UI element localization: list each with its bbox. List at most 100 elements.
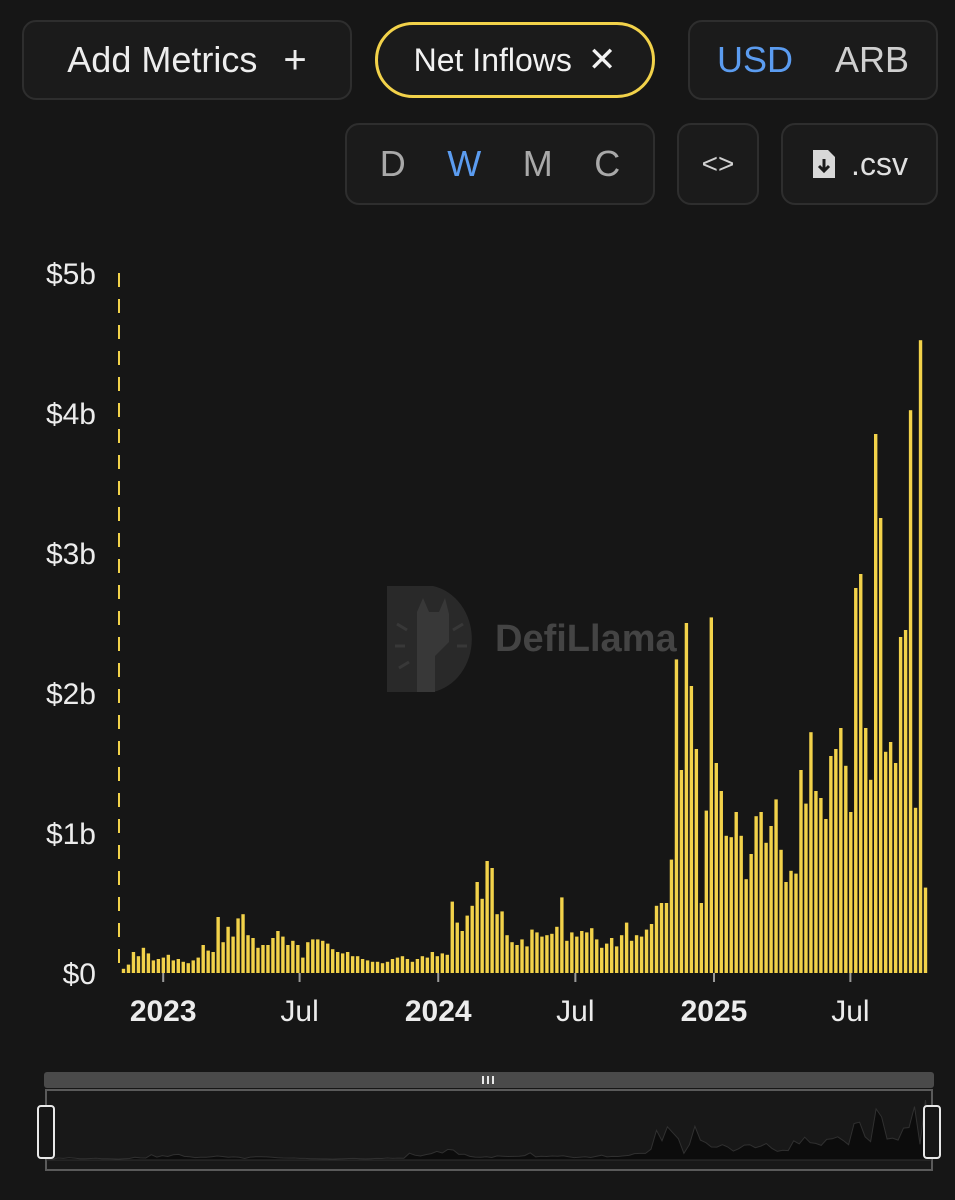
bar [211, 952, 215, 973]
llama-logo-icon [387, 586, 472, 692]
y-tick-label: $5b [46, 258, 96, 291]
bar [420, 956, 425, 973]
bar [141, 947, 146, 973]
bar [326, 943, 330, 973]
net-inflows-chart: $0 $1b $2b $3b $4b $5b 2023 Jul 2024 Jul 2025 Jul [46, 258, 928, 1028]
bar [460, 931, 464, 973]
close-icon[interactable]: ✕ [587, 41, 617, 79]
bar [893, 763, 898, 973]
add-metrics-button[interactable]: Add Metrics + [22, 20, 352, 100]
bar [614, 946, 619, 973]
bar [585, 932, 589, 973]
bar [834, 749, 838, 973]
bar [555, 926, 559, 973]
range-brush[interactable] [0, 1060, 955, 1190]
bar [360, 959, 365, 973]
currency-usd-button[interactable]: USD [716, 39, 793, 80]
embed-button[interactable]: <> [677, 123, 759, 205]
bar [400, 956, 405, 973]
y-tick-label: $0 [63, 958, 96, 991]
y-tick-label: $2b [46, 678, 96, 711]
bar [435, 956, 440, 973]
bar [311, 939, 315, 973]
bar [739, 835, 743, 973]
bar [605, 943, 609, 973]
bar [540, 936, 544, 973]
bar [864, 728, 868, 973]
bar [191, 960, 195, 973]
bar [331, 949, 335, 973]
bar [131, 952, 136, 973]
period-monthly-button[interactable]: M [522, 143, 553, 184]
bar [470, 905, 474, 973]
bar [709, 617, 713, 973]
bar [908, 410, 913, 973]
currency-arb-button[interactable]: ARB [834, 39, 910, 80]
bar [380, 963, 385, 973]
bar [819, 798, 823, 973]
bar [570, 932, 574, 973]
bar [580, 931, 584, 973]
bar [903, 630, 908, 973]
bar [824, 819, 828, 973]
bar [236, 918, 240, 973]
bar [156, 959, 161, 973]
bar [814, 791, 818, 973]
x-tick-label: 2024 [405, 995, 472, 1028]
plus-icon: + [283, 37, 307, 82]
code-icon: <> [701, 148, 735, 179]
brush-left-handle[interactable] [37, 1105, 55, 1159]
bar [500, 911, 504, 973]
bar [375, 961, 380, 973]
brush-mini-area [46, 1099, 932, 1161]
bar [883, 751, 888, 973]
bar [345, 952, 350, 973]
bar [674, 659, 679, 973]
bar [629, 940, 634, 973]
bar [754, 816, 758, 973]
period-cumulative-button[interactable]: C [594, 143, 621, 184]
bar [266, 945, 270, 973]
x-tick-label: Jul [556, 995, 594, 1028]
bar [450, 901, 454, 973]
bar [166, 954, 171, 973]
bar [276, 931, 280, 973]
net-inflows-label: Net Inflows [413, 41, 572, 78]
bar [490, 868, 494, 973]
bar [634, 935, 639, 973]
bar [774, 799, 778, 973]
bar [390, 959, 395, 973]
defillama-watermark: DefiLlama [383, 584, 677, 694]
bar [241, 914, 245, 973]
period-daily-button[interactable]: D [379, 143, 406, 184]
y-tick-label: $3b [46, 538, 96, 571]
bar [869, 779, 873, 973]
bar [525, 946, 529, 973]
bar [316, 939, 320, 973]
bar [639, 936, 644, 973]
download-csv-button[interactable]: .csv [781, 123, 938, 205]
brush-grip-icon[interactable] [482, 1076, 494, 1084]
bar [679, 770, 684, 973]
brush-right-handle[interactable] [923, 1105, 941, 1159]
net-inflows-chip[interactable]: Net Inflows ✕ [375, 22, 655, 98]
bar [306, 942, 310, 973]
bar [784, 882, 788, 973]
bar [430, 952, 435, 973]
x-tick-label: Jul [280, 995, 318, 1028]
period-weekly-button[interactable]: W [447, 143, 482, 184]
bar [286, 945, 290, 973]
bar [136, 956, 141, 973]
bar [923, 887, 928, 973]
bar [600, 947, 604, 973]
y-tick-label: $1b [46, 818, 96, 851]
bar [480, 898, 484, 973]
bar [749, 854, 753, 973]
bar [804, 803, 808, 973]
bar [689, 686, 694, 973]
bar [530, 929, 534, 973]
bar [365, 960, 370, 973]
bar [415, 959, 420, 973]
bar [385, 961, 390, 973]
bar [859, 574, 863, 973]
